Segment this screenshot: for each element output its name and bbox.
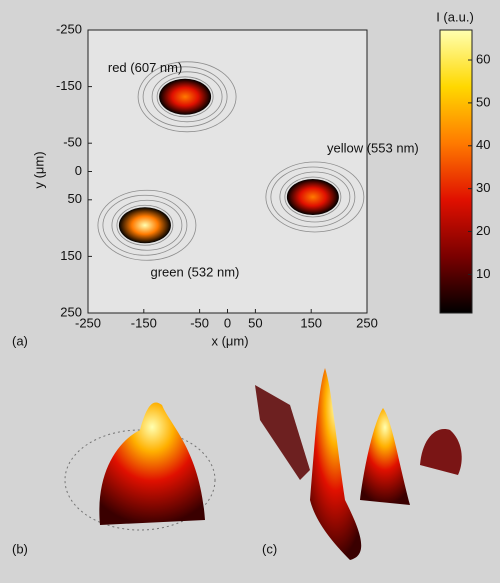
- surface-c: [255, 368, 462, 560]
- colorbar: [440, 30, 472, 313]
- x-tick-label: 150: [300, 315, 322, 330]
- y-tick-label: 150: [60, 248, 82, 263]
- y-tick-label: 250: [60, 304, 82, 319]
- y-tick-label: -250: [56, 21, 82, 36]
- y-tick-label: -50: [63, 135, 82, 150]
- x-tick-label: 250: [356, 315, 378, 330]
- colorbar-tick-label: 20: [476, 223, 490, 238]
- x-tick-label: 0: [224, 315, 231, 330]
- colorbar-tick-label: 50: [476, 94, 490, 109]
- panel-label: (a): [12, 333, 28, 348]
- spot-mark: [119, 207, 171, 243]
- colorbar-tick-label: 60: [476, 51, 490, 66]
- y-tick-label: -150: [56, 78, 82, 93]
- colorbar-tick-label: 40: [476, 137, 490, 152]
- y-axis-label: y (μm): [31, 151, 46, 188]
- x-axis-label: x (μm): [211, 333, 248, 348]
- y-tick-label: 0: [75, 163, 82, 178]
- figure: x (μm) y (μm) I (a.u.) (a) (b) (c) -250 -…: [0, 0, 500, 578]
- x-tick-label: -50: [190, 315, 209, 330]
- panel-label: (c): [262, 541, 277, 556]
- spot-mark: [287, 179, 339, 215]
- y-tick-label: 50: [68, 191, 82, 206]
- spot-mark: [159, 79, 211, 115]
- surface-b: [65, 403, 215, 530]
- colorbar-tick-label: 30: [476, 180, 490, 195]
- colorbar-tick-label: 10: [476, 266, 490, 281]
- spot-label: red (607 nm): [108, 60, 182, 75]
- spot-label: yellow (553 nm): [327, 140, 419, 155]
- x-tick-label: -150: [131, 315, 157, 330]
- colorbar-title: I (a.u.): [436, 9, 474, 24]
- spot-label: green (532 nm): [150, 265, 239, 280]
- x-tick-label: 50: [248, 315, 262, 330]
- panel-label: (b): [12, 541, 28, 556]
